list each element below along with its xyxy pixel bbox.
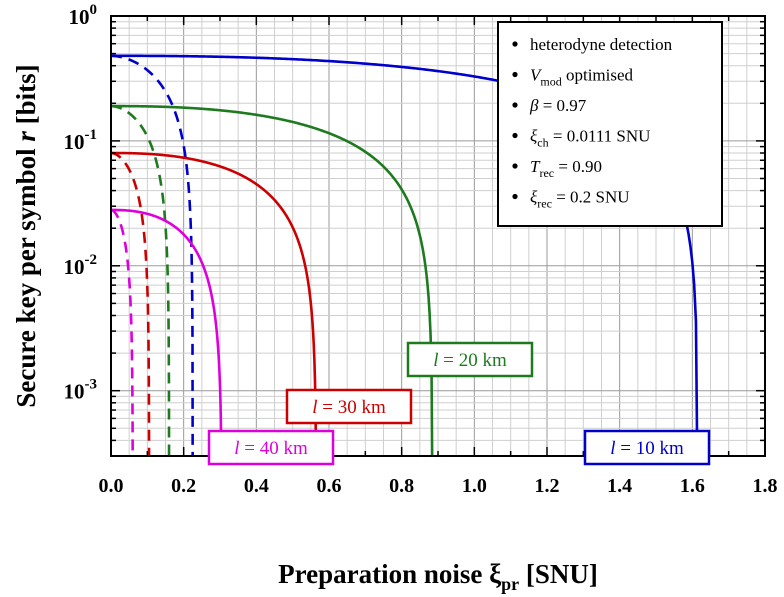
distance-labels: l = 10 km l = 20 km l = 30 kml = 40 km bbox=[207, 341, 711, 466]
legend-item: β = 0.97 bbox=[529, 96, 587, 115]
distance-label: l = 30 km bbox=[312, 397, 386, 418]
x-tick-label: 1.0 bbox=[462, 475, 487, 497]
legend-item: Vmod optimised bbox=[530, 66, 634, 89]
curve-dashed-30km bbox=[111, 151, 151, 456]
y-axis-title: Secure key per symbol r [bits] bbox=[11, 64, 41, 407]
legend-box bbox=[497, 21, 723, 227]
curve-dashed-10km bbox=[111, 54, 194, 456]
legend-bullet bbox=[512, 132, 518, 139]
x-tick-label: 0.4 bbox=[244, 475, 269, 497]
curve-solid-40km bbox=[111, 208, 223, 456]
legend-item: ξrec = 0.2 SNU bbox=[530, 188, 630, 211]
ticks bbox=[111, 16, 765, 457]
legend-item: Trec = 0.90 bbox=[530, 157, 602, 180]
x-tick-label: 1.6 bbox=[680, 475, 705, 497]
distance-label: l = 20 km bbox=[433, 350, 507, 371]
legend-bullet bbox=[512, 163, 518, 169]
x-tick-label: 1.8 bbox=[753, 475, 778, 497]
legend-bullet bbox=[512, 102, 518, 108]
distance-label-box bbox=[406, 341, 534, 378]
distance-label-box bbox=[207, 429, 335, 466]
curve-dashed-20km bbox=[111, 104, 171, 456]
x-tick-label: 0.6 bbox=[317, 475, 342, 497]
legend: heterodyne detection Vmod optimised β = 0.… bbox=[497, 21, 723, 227]
legend-item: heterodyne detection bbox=[530, 35, 673, 54]
legend-bullet bbox=[512, 193, 518, 200]
x-tick-labels: 0.0 0.2 0.4 0.6 0.8 1.0 1.2 1.4 1.6 1.8 bbox=[99, 475, 778, 497]
legend-bullet bbox=[512, 71, 518, 78]
x-tick-label: 0.8 bbox=[389, 475, 414, 497]
curve-dashed-40km bbox=[111, 208, 134, 456]
x-tick-label: 1.4 bbox=[607, 475, 632, 497]
y-tick-label: 100 bbox=[69, 2, 98, 29]
distance-label-box bbox=[583, 429, 711, 466]
legend-bullet bbox=[512, 41, 518, 47]
y-tick-labels: 100 10-1 10-2 10-3 bbox=[64, 2, 98, 404]
distance-label: l = 40 km bbox=[234, 438, 308, 459]
curve-solid-30km bbox=[111, 151, 318, 456]
x-tick-label: 0.2 bbox=[171, 475, 196, 497]
distance-label: l = 10 km bbox=[610, 438, 684, 459]
y-tick-label: 10-1 bbox=[64, 127, 98, 154]
distance-label-box bbox=[285, 388, 413, 425]
curve-solid-20km bbox=[111, 104, 434, 456]
x-axis-title: Preparation noise ξpr [SNU] bbox=[278, 559, 598, 594]
legend-item: ξch = 0.0111 SNU bbox=[530, 127, 650, 150]
y-tick-label: 10-2 bbox=[64, 252, 98, 279]
y-tick-label: 10-3 bbox=[64, 377, 98, 404]
x-tick-label: 1.2 bbox=[535, 475, 560, 497]
x-tick-label: 0.0 bbox=[99, 475, 124, 497]
